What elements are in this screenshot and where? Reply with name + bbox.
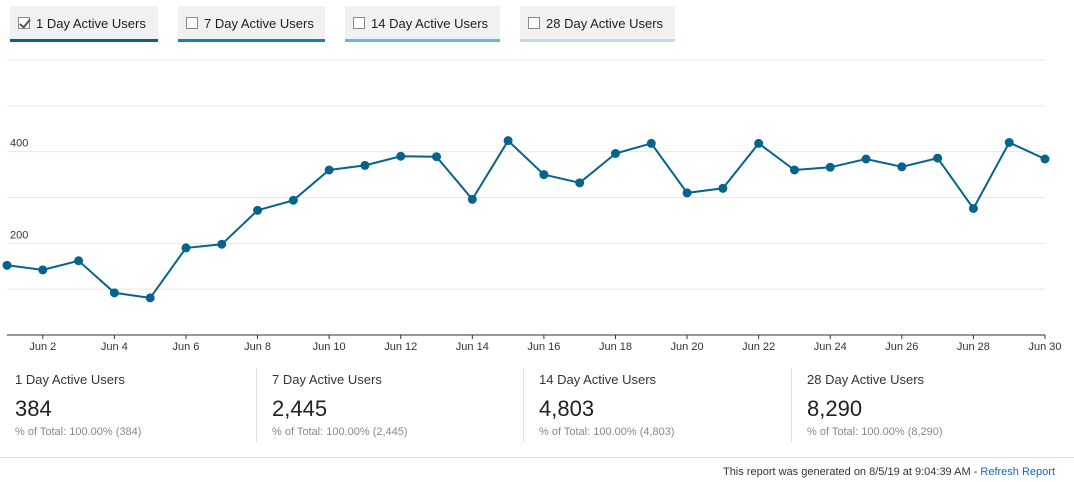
- tab-underline: [345, 39, 500, 42]
- data-point: [467, 194, 477, 204]
- data-point: [754, 138, 764, 148]
- stat-label: 14 Day Active Users: [539, 372, 657, 387]
- data-point: [1040, 154, 1050, 164]
- checkbox-icon[interactable]: [353, 17, 365, 29]
- stat-label: 7 Day Active Users: [272, 372, 382, 387]
- checkbox-icon[interactable]: [186, 17, 198, 29]
- data-point: [288, 195, 298, 205]
- tab-1-day-active-users[interactable]: 1 Day Active Users: [10, 6, 158, 42]
- tab-28-day-active-users[interactable]: 28 Day Active Users: [520, 6, 675, 42]
- tab-14-day-active-users[interactable]: 14 Day Active Users: [345, 6, 500, 42]
- stat-7-day-active-users: 7 Day Active Users 2,445 % of Total: 100…: [256, 368, 523, 442]
- data-point: [253, 205, 263, 215]
- x-tick-label: Jun 20: [671, 341, 704, 353]
- checkbox-icon[interactable]: [528, 17, 540, 29]
- data-point: [968, 204, 978, 213]
- tab-underline: [178, 39, 325, 42]
- x-tick-label: Jun 30: [1028, 341, 1061, 353]
- x-tick-label: Jun 24: [814, 341, 847, 353]
- tab-label: 7 Day Active Users: [204, 15, 314, 31]
- y-tick-label: 200: [10, 229, 28, 241]
- x-tick-label: Jun 18: [599, 341, 632, 353]
- data-point: [38, 265, 48, 275]
- tab-underline: [10, 39, 158, 42]
- stat-1-day-active-users: 1 Day Active Users 384 % of Total: 100.0…: [0, 368, 255, 442]
- data-point: [217, 239, 227, 249]
- x-tick-label: Jun 28: [957, 341, 990, 353]
- data-point: [1004, 138, 1014, 147]
- tab-label: 14 Day Active Users: [371, 15, 489, 31]
- data-point: [718, 183, 728, 193]
- data-point: [181, 243, 191, 253]
- generated-timestamp: This report was generated on 8/5/19 at 9…: [722, 466, 981, 478]
- data-point: [825, 162, 835, 172]
- x-tick-label: Jun 22: [742, 341, 775, 353]
- data-point: [432, 152, 442, 162]
- stat-value: 8,290: [807, 396, 863, 421]
- data-point: [396, 151, 406, 161]
- footer-divider: [0, 457, 1074, 458]
- stat-percent-of-total: % of Total: 100.00% (384): [15, 426, 142, 438]
- series-line: [6, 139, 1046, 299]
- tab-7-day-active-users[interactable]: 7 Day Active Users: [178, 6, 325, 42]
- data-point: [109, 288, 119, 298]
- stat-14-day-active-users: 14 Day Active Users 4,803 % of Total: 10…: [523, 368, 791, 442]
- data-point: [682, 188, 692, 198]
- stat-label: 28 Day Active Users: [807, 372, 925, 387]
- x-tick-label: Jun 2: [29, 341, 56, 353]
- x-tick-label: Jun 8: [244, 341, 271, 353]
- summary-stats: 1 Day Active Users 384 % of Total: 100.0…: [0, 368, 1074, 444]
- x-tick-label: Jun 14: [456, 341, 489, 353]
- x-tick-label: Jun 4: [101, 341, 128, 353]
- data-point: [503, 136, 513, 146]
- data-point: [2, 260, 12, 270]
- data-point: [646, 138, 656, 148]
- data-point: [74, 256, 84, 266]
- stat-label: 1 Day Active Users: [15, 372, 125, 387]
- refresh-report-link[interactable]: Refresh Report: [980, 466, 1055, 478]
- y-tick-label: 400: [10, 138, 28, 150]
- stat-28-day-active-users: 28 Day Active Users 8,290 % of Total: 10…: [791, 368, 1056, 442]
- data-point: [861, 154, 871, 164]
- data-point: [789, 165, 799, 175]
- x-tick-label: Jun 6: [173, 341, 200, 353]
- report-footer: This report was generated on 8/5/19 at 9…: [723, 466, 1055, 478]
- data-point: [324, 165, 334, 175]
- x-tick-label: Jun 10: [313, 341, 346, 353]
- x-tick-label: Jun 26: [885, 341, 918, 353]
- active-users-line-chart: 600 400 200 Jun 2 Jun 4 Jun 6 Jun 8 Jun 10 Jun 1…: [2, 55, 1062, 353]
- stat-percent-of-total: % of Total: 100.00% (4,803): [539, 426, 675, 438]
- data-point: [360, 160, 370, 170]
- stat-value: 384: [15, 396, 52, 421]
- x-tick-label: Jun 12: [384, 341, 417, 353]
- data-point: [539, 170, 549, 180]
- tab-underline: [520, 39, 675, 42]
- data-point: [933, 153, 943, 163]
- stat-percent-of-total: % of Total: 100.00% (2,445): [272, 426, 408, 438]
- data-point: [575, 178, 585, 188]
- stat-value: 2,445: [272, 396, 328, 421]
- data-point: [897, 162, 907, 172]
- checkbox-icon[interactable]: [18, 17, 30, 29]
- data-point: [145, 293, 155, 303]
- y-tick-label: 600: [10, 55, 28, 58]
- data-point: [610, 149, 620, 158]
- stat-percent-of-total: % of Total: 100.00% (8,290): [807, 426, 943, 438]
- tab-label: 1 Day Active Users: [36, 15, 146, 31]
- tab-label: 28 Day Active Users: [546, 15, 664, 31]
- x-tick-label: Jun 16: [527, 341, 560, 353]
- stat-value: 4,803: [539, 396, 595, 421]
